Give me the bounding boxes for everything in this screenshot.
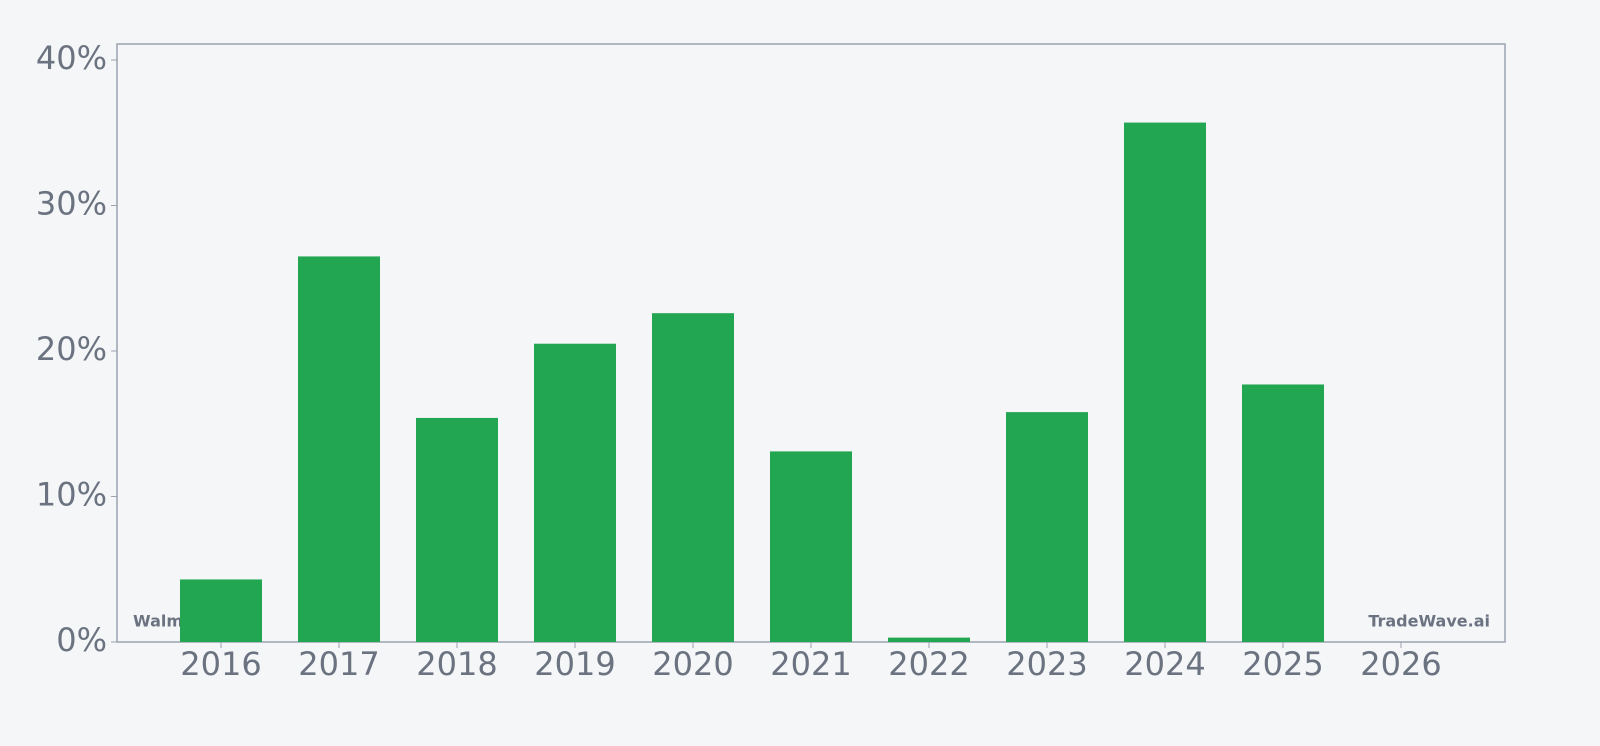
bar [416, 417, 498, 642]
x-tick-label: 2016 [180, 645, 261, 683]
y-tick-label: 10% [36, 476, 107, 514]
x-tick-label: 2017 [298, 645, 379, 683]
x-tick-label: 2026 [1360, 645, 1441, 683]
bar [1124, 122, 1206, 643]
bar [180, 579, 262, 642]
bar [888, 637, 970, 642]
x-tick-label: 2019 [534, 645, 615, 683]
bar [1006, 412, 1088, 642]
bar [534, 343, 616, 642]
bar [770, 451, 852, 642]
bar [298, 256, 380, 642]
y-tick-label: 30% [36, 185, 107, 223]
bar [1242, 384, 1324, 642]
y-tick-label: 20% [36, 330, 107, 368]
watermark-right: TradeWave.ai [1368, 612, 1490, 631]
y-tick-label: 0% [56, 621, 107, 659]
x-tick-label: 2021 [770, 645, 851, 683]
x-tick-label: 2020 [652, 645, 733, 683]
y-tick-label: 40% [36, 39, 107, 77]
x-tick-label: 2025 [1242, 645, 1323, 683]
x-tick-label: 2018 [416, 645, 497, 683]
bar [652, 313, 734, 642]
x-tick-label: 2022 [888, 645, 969, 683]
x-tick-label: 2023 [1006, 645, 1087, 683]
x-tick-label: 2024 [1124, 645, 1205, 683]
